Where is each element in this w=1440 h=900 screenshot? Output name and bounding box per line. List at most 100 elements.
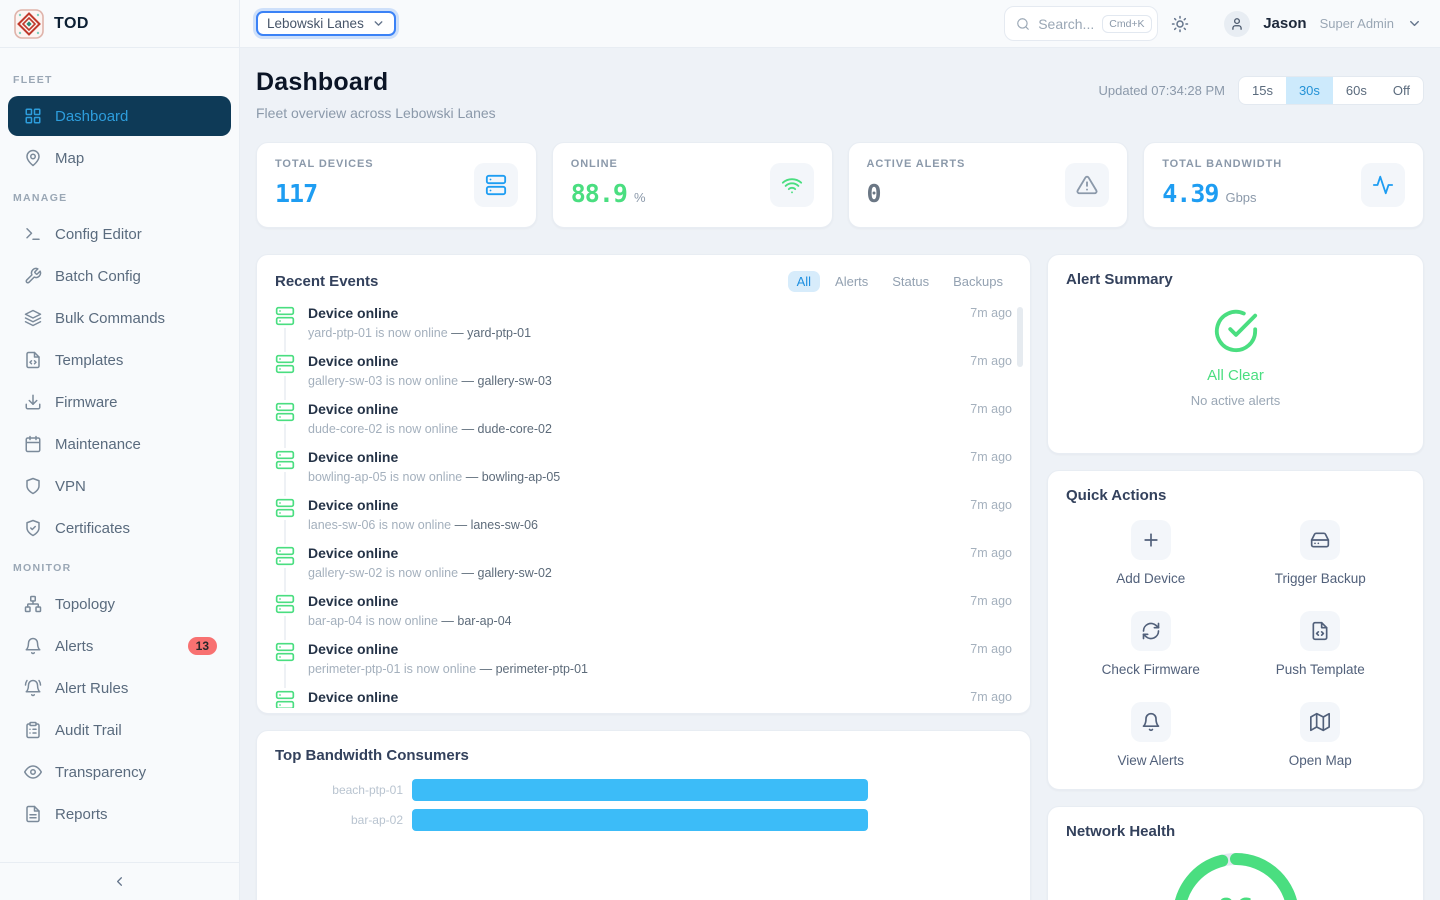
event-filter-status[interactable]: Status (892, 274, 930, 289)
sidebar-item-maintenance[interactable]: Maintenance (8, 424, 231, 464)
sidebar-item-label: Dashboard (55, 107, 129, 125)
map-icon (1310, 712, 1331, 732)
sidebar-item-label: Bulk Commands (55, 309, 166, 327)
event-time: 7m ago (970, 594, 1012, 608)
stat-cards-row: TOTAL DEVICES 117 ONLINE 88.9% ACTIVE ALERTS… (256, 142, 1424, 228)
topology-icon (24, 595, 42, 613)
event-row[interactable]: Device online gallery-sw-03 is now online… (275, 352, 1012, 400)
user-menu-chevron-down-icon[interactable] (1407, 16, 1422, 31)
sidebar-collapse-button[interactable] (0, 862, 239, 900)
quick-action-label: Open Map (1288, 753, 1352, 768)
server-icon (485, 174, 507, 196)
page-title: Dashboard (256, 68, 389, 96)
event-message: bowling-ap-05 is now online — bowling-ap… (308, 470, 561, 484)
connection-status-dot (1202, 19, 1211, 28)
network-health-gauge: 96 (1170, 850, 1302, 900)
hard-drive-icon (1310, 530, 1330, 550)
event-filter-all[interactable]: All (787, 271, 821, 292)
refresh-option-60s[interactable]: 60s (1345, 83, 1367, 98)
refresh-option-off[interactable]: Off (1392, 83, 1410, 98)
recent-events-panel: Recent Events All Alerts Status Backups Dev… (256, 254, 1031, 714)
shield-check-icon (24, 519, 42, 537)
sidebar-item-bulk-commands[interactable]: Bulk Commands (8, 298, 231, 338)
site-selector[interactable]: Lebowski Lanes (256, 11, 396, 36)
sidebar-item-firmware[interactable]: Firmware (8, 382, 231, 422)
stat-value: 117 (275, 179, 318, 208)
page-subtitle: Fleet overview across Lebowski Lanes (256, 105, 496, 121)
event-row[interactable]: Device online bowling-ap-05 is now online… (275, 448, 1012, 496)
bandwidth-bar[interactable] (412, 779, 868, 801)
user-role: Super Admin (1319, 16, 1394, 31)
sidebar-item-label: Map (55, 149, 85, 167)
event-row[interactable]: Device online 7m ago (275, 688, 1012, 708)
events-scrollbar[interactable] (1017, 307, 1023, 367)
sidebar-item-label: Batch Config (55, 267, 141, 285)
sidebar-item-map[interactable]: Map (8, 138, 231, 178)
server-icon (275, 306, 295, 326)
event-filter-backups[interactable]: Backups (953, 274, 1003, 289)
brand-name: TOD (54, 14, 89, 32)
event-row[interactable]: Device online yard-ptp-01 is now online —… (275, 304, 1012, 352)
top-bar: TOD Lebowski Lanes Search... Cmd+K Jason… (0, 0, 1440, 48)
sidebar-item-audit-trail[interactable]: Audit Trail (8, 710, 231, 750)
file-text-icon (24, 805, 42, 823)
event-row[interactable]: Device online lanes-sw-06 is now online —… (275, 496, 1012, 544)
calendar-icon (24, 435, 42, 453)
sidebar-item-templates[interactable]: Templates (8, 340, 231, 380)
quick-action-label: Add Device (1116, 571, 1186, 586)
user-avatar[interactable] (1224, 10, 1251, 37)
bell-icon (24, 637, 42, 655)
sidebar-item-batch-config[interactable]: Batch Config (8, 256, 231, 296)
server-icon (275, 642, 295, 662)
quick-action-trigger-backup[interactable]: Trigger Backup (1236, 520, 1406, 586)
terminal-icon (24, 225, 42, 243)
alert-summary-panel: Alert Summary All Clear No active alerts (1047, 254, 1424, 454)
file-code-icon (1310, 621, 1330, 641)
refresh-option-30s[interactable]: 30s (1285, 77, 1333, 104)
event-time: 7m ago (970, 498, 1012, 512)
sidebar-item-topology[interactable]: Topology (8, 584, 231, 624)
event-row[interactable]: Device online gallery-sw-02 is now online… (275, 544, 1012, 592)
sidebar-item-transparency[interactable]: Transparency (8, 752, 231, 792)
event-message: gallery-sw-03 is now online — gallery-sw… (308, 374, 552, 388)
activity-icon (1372, 174, 1394, 196)
server-icon (275, 402, 295, 422)
sidebar-item-label: Maintenance (55, 435, 141, 453)
refresh-icon (1141, 621, 1161, 641)
refresh-option-15s[interactable]: 15s (1251, 83, 1273, 98)
sidebar-item-label: Certificates (55, 519, 131, 537)
sidebar-item-vpn[interactable]: VPN (8, 466, 231, 506)
recent-events-title: Recent Events (275, 273, 379, 290)
search-input[interactable]: Search... Cmd+K (1004, 6, 1159, 41)
event-row[interactable]: Device online dude-core-02 is now online … (275, 400, 1012, 448)
sidebar-item-alert-rules[interactable]: Alert Rules (8, 668, 231, 708)
network-health-title: Network Health (1066, 823, 1176, 840)
alert-summary-title: Alert Summary (1066, 271, 1173, 288)
theme-sun-icon[interactable] (1171, 15, 1189, 33)
event-title: Device online (308, 689, 399, 705)
sidebar-item-label: VPN (55, 477, 86, 495)
quick-action-push-template[interactable]: Push Template (1236, 611, 1406, 677)
sidebar-item-certificates[interactable]: Certificates (8, 508, 231, 548)
sidebar-item-label: Config Editor (55, 225, 142, 243)
event-title: Device online (308, 305, 399, 321)
quick-action-check-firmware[interactable]: Check Firmware (1066, 611, 1236, 677)
sidebar-item-config-editor[interactable]: Config Editor (8, 214, 231, 254)
sidebar-item-alerts[interactable]: Alerts 13 (8, 626, 231, 666)
sidebar-item-reports[interactable]: Reports (8, 794, 231, 834)
wifi-icon (781, 174, 803, 196)
bandwidth-bar[interactable] (412, 809, 868, 831)
quick-action-add-device[interactable]: Add Device (1066, 520, 1236, 586)
sidebar-item-label: Alerts (55, 637, 94, 655)
event-row[interactable]: Device online perimeter-ptp-01 is now onl… (275, 640, 1012, 688)
quick-action-open-map[interactable]: Open Map (1236, 702, 1406, 768)
event-time: 7m ago (970, 450, 1012, 464)
event-row[interactable]: Device online bar-ap-04 is now online — b… (275, 592, 1012, 640)
stat-value: 0 (866, 179, 882, 208)
sidebar-item-dashboard[interactable]: Dashboard (8, 96, 231, 136)
quick-action-view-alerts[interactable]: View Alerts (1066, 702, 1236, 768)
event-title: Device online (308, 545, 399, 561)
event-filter-alerts[interactable]: Alerts (835, 274, 869, 289)
event-message: lanes-sw-06 is now online — lanes-sw-06 (308, 518, 538, 532)
alert-triangle-icon (1076, 174, 1098, 196)
